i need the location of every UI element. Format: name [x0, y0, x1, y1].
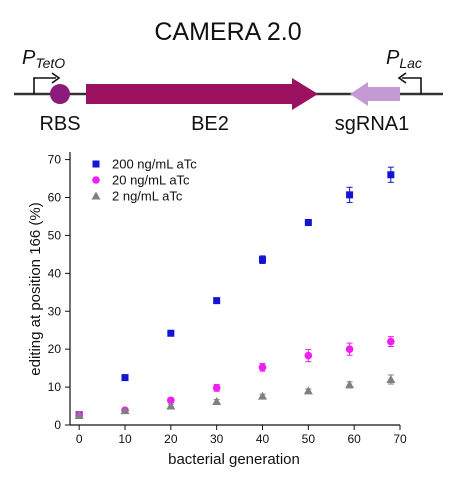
data-point	[212, 384, 221, 392]
x-tick-label: 70	[393, 432, 407, 446]
data-point	[212, 396, 222, 405]
y-tick-label: 20	[48, 342, 62, 356]
data-point	[258, 391, 267, 400]
x-ticks: 0 10 20 30 40 50 60 70	[76, 425, 407, 446]
data-point	[304, 351, 313, 360]
x-axis-label: bacterial generation	[168, 451, 300, 468]
legend-marker	[92, 160, 100, 168]
data-points	[74, 171, 396, 420]
y-tick-label: 50	[48, 228, 62, 242]
x-tick-label: 40	[256, 432, 270, 446]
x-tick-label: 50	[302, 432, 316, 446]
promoter-left-sub: TetO	[35, 55, 65, 71]
be2-gene-arrow-icon	[86, 78, 318, 110]
data-point	[304, 219, 312, 227]
x-tick-label: 10	[118, 432, 132, 446]
data-point	[258, 363, 267, 372]
legend-label: 2 ng/mL aTc	[112, 189, 183, 204]
data-point	[74, 411, 84, 420]
promoter-left-arrow-icon	[33, 77, 56, 94]
y-ticks: 0 10 20 30 40 50 60 70	[48, 153, 70, 432]
y-tick-label: 40	[48, 266, 62, 280]
data-point	[167, 396, 175, 405]
data-point	[213, 297, 221, 305]
guide-label: sgRNA1	[335, 113, 409, 135]
promoter-right-main: P	[386, 47, 400, 69]
genetic-construct-diagram: PTetO PLac RBS BE2 sgRNA1	[14, 47, 443, 135]
legend-marker	[91, 191, 101, 200]
data-point	[345, 345, 354, 353]
promoter-left-main: P	[22, 47, 36, 69]
data-point	[167, 329, 175, 337]
data-point	[120, 406, 130, 415]
promoter-right-label: PLac	[386, 47, 422, 71]
y-tick-label: 70	[48, 153, 62, 167]
rbs-label: RBS	[39, 113, 80, 135]
data-point	[346, 191, 354, 199]
legend-label: 20 ng/mL aTc	[112, 173, 190, 188]
data-point	[386, 375, 396, 383]
y-tick-label: 30	[48, 304, 62, 318]
legend-marker	[92, 176, 100, 184]
promoter-right-arrowhead-icon	[397, 72, 407, 84]
figure-title: CAMERA 2.0	[154, 18, 301, 46]
data-point	[121, 374, 129, 382]
promoter-right-arrow-icon	[402, 77, 422, 94]
data-point	[387, 171, 395, 179]
y-axis-label: editing at position 166 (%)	[27, 202, 44, 375]
sgrna-arrow-icon	[350, 82, 400, 106]
data-point	[303, 386, 313, 395]
promoter-right-sub: Lac	[399, 55, 422, 71]
promoter-left-label: PTetO	[22, 47, 65, 71]
x-tick-label: 60	[347, 432, 361, 446]
legend-label: 200 ng/mL aTc	[112, 157, 197, 172]
data-point	[345, 380, 355, 389]
rbs-circle-icon	[50, 84, 70, 104]
promoter-left-arrowhead-icon	[51, 72, 61, 84]
data-point	[259, 256, 266, 264]
data-point	[166, 401, 176, 410]
y-tick-label: 60	[48, 191, 62, 205]
y-tick-label: 10	[48, 380, 62, 394]
x-tick-label: 20	[164, 432, 178, 446]
x-tick-label: 30	[210, 432, 224, 446]
data-point	[387, 337, 395, 346]
chart: 0 10 20 30 40 50 60 70 0 10 20 30 40 50 60 70 200 ng/m…	[27, 152, 407, 468]
gene-label: BE2	[191, 113, 229, 135]
x-tick-label: 0	[76, 432, 83, 446]
y-tick-label: 0	[54, 418, 61, 432]
